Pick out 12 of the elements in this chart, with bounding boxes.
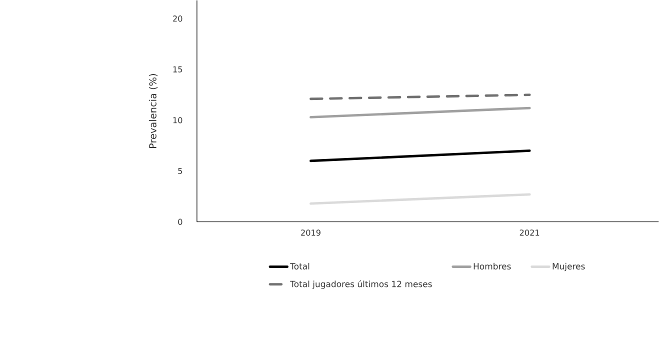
- y-tick-label: 15: [173, 66, 182, 72]
- legend-label: Total: [290, 262, 310, 270]
- legend-label: Total jugadores últimos 12 meses: [290, 280, 432, 289]
- y-tick-label: 10: [173, 117, 182, 124]
- y-axis-title: Prevalencia (%): [148, 74, 158, 148]
- y-tick-label: 0: [178, 218, 182, 225]
- legend-label: Mujeres: [552, 262, 585, 272]
- y-tick-label: 20: [173, 16, 182, 22]
- y-tick-label: 5: [178, 168, 182, 174]
- x-tick-label: 2021: [520, 230, 540, 236]
- x-tick-label: 2019: [301, 230, 320, 236]
- legend-label: Hombres: [474, 262, 511, 270]
